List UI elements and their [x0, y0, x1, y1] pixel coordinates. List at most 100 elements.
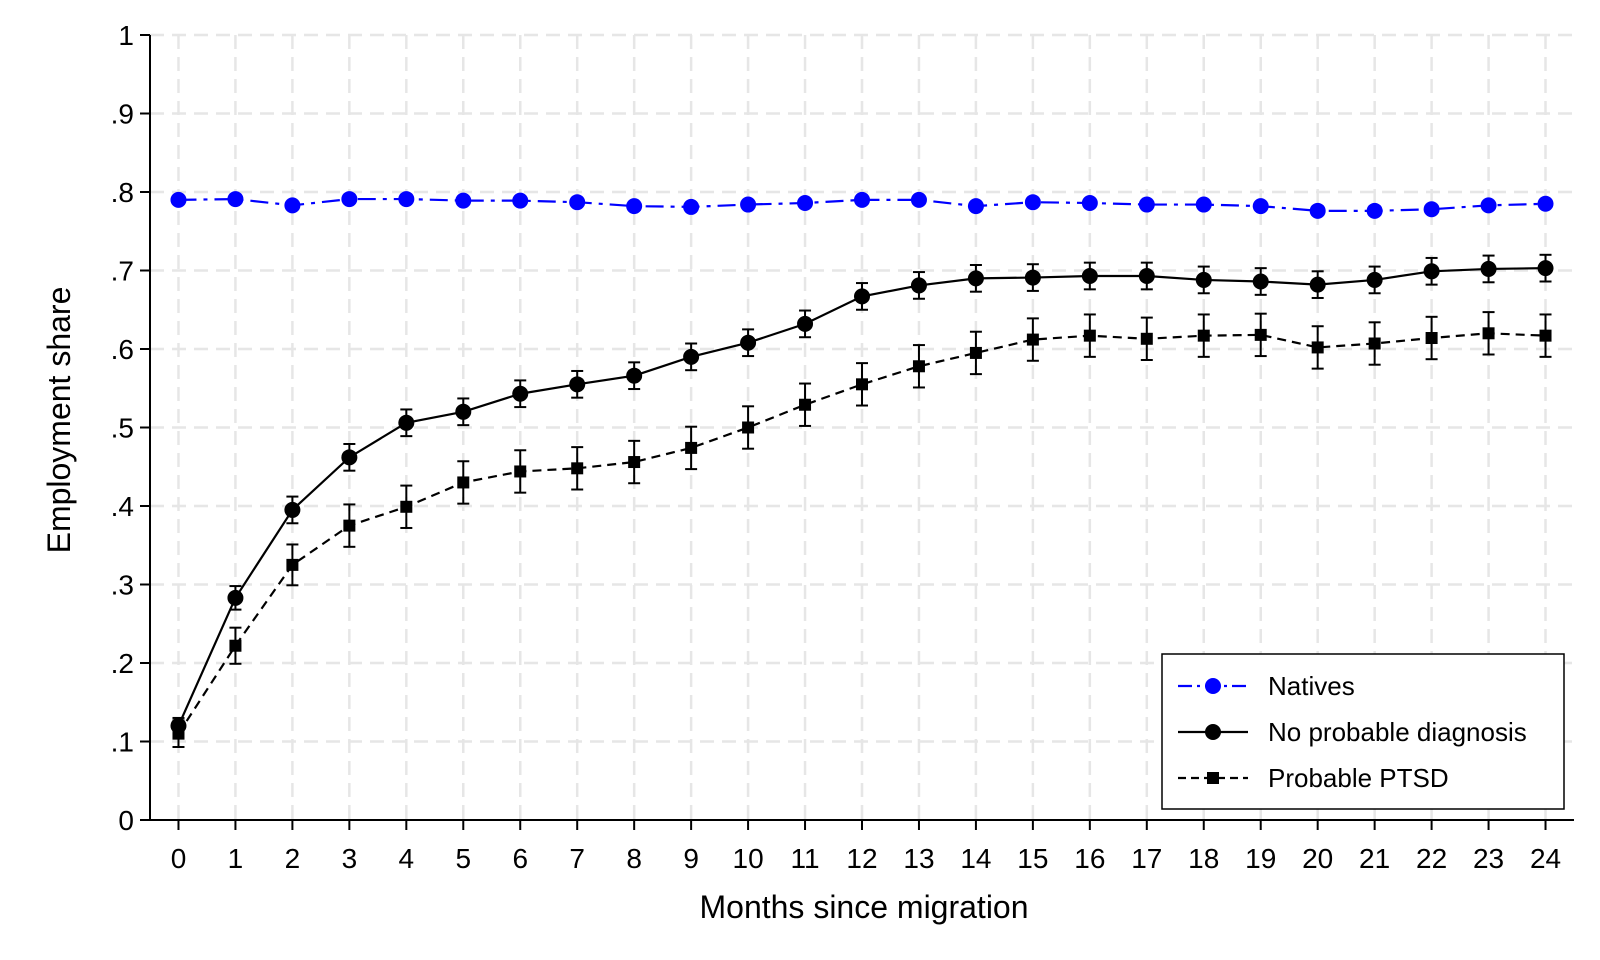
data-point — [341, 449, 358, 466]
x-tick-label: 14 — [960, 843, 991, 874]
data-point — [1368, 337, 1381, 350]
data-point — [856, 378, 868, 391]
data-point — [628, 456, 641, 469]
data-point — [341, 191, 358, 208]
data-point — [799, 398, 812, 411]
data-point — [170, 191, 187, 208]
data-point — [398, 414, 415, 431]
data-point — [1480, 197, 1497, 214]
x-tick-label: 15 — [1017, 843, 1048, 874]
data-point — [1366, 271, 1383, 288]
data-point — [1423, 263, 1440, 280]
y-tick-label: .8 — [111, 177, 134, 208]
x-tick-label: 3 — [342, 843, 358, 874]
data-point — [398, 191, 415, 208]
x-tick-label: 8 — [626, 843, 642, 874]
data-point — [1138, 196, 1155, 213]
y-tick-label: 1 — [118, 20, 134, 51]
x-tick-label: 11 — [791, 843, 820, 874]
data-point — [512, 192, 529, 209]
data-point — [1539, 329, 1552, 342]
data-point — [1252, 273, 1269, 290]
data-point — [1197, 329, 1210, 342]
x-tick-label: 22 — [1416, 843, 1447, 874]
x-tick-label: 4 — [399, 843, 415, 874]
data-point — [1480, 260, 1497, 277]
data-point — [1024, 194, 1041, 211]
legend-marker — [1207, 772, 1219, 784]
x-tick-label: 2 — [285, 843, 301, 874]
x-tick-label: 0 — [171, 843, 187, 874]
data-point — [1024, 269, 1041, 286]
series-natives — [170, 191, 1554, 219]
data-point — [457, 476, 470, 489]
data-point — [683, 348, 700, 365]
data-point — [1309, 276, 1326, 293]
data-point — [740, 196, 757, 213]
x-tick-label: 21 — [1359, 843, 1390, 874]
x-tick-label: 6 — [512, 843, 528, 874]
data-point — [455, 192, 472, 209]
x-tick-label: 9 — [683, 843, 699, 874]
y-tick-label: 0 — [118, 805, 134, 836]
x-tick-label: 13 — [903, 843, 934, 874]
data-point — [626, 198, 643, 215]
data-point — [967, 198, 984, 215]
data-point — [912, 360, 925, 373]
x-axis-title: Months since migration — [699, 889, 1028, 925]
data-point — [1081, 194, 1098, 211]
legend: Natives No probable diagnosis Probable PTS… — [1161, 653, 1565, 810]
x-tick-label: 17 — [1131, 843, 1162, 874]
x-tick-label: 20 — [1302, 843, 1333, 874]
x-tick-label: 10 — [733, 843, 764, 874]
y-axis-title: Employment share — [41, 287, 77, 554]
data-point — [683, 198, 700, 215]
data-point — [1140, 332, 1153, 345]
data-point — [1138, 267, 1155, 284]
data-point — [1026, 333, 1039, 346]
data-point — [455, 403, 472, 420]
data-point — [910, 191, 927, 208]
data-point — [969, 346, 982, 359]
legend-marker — [1205, 678, 1221, 694]
axes: 0.1.2.3.4.5.6.7.8.910 1 2 3 4 5 6 7 8 9 10 11 12 13 14… — [111, 20, 1574, 874]
data-point — [284, 501, 301, 518]
y-tick-label: .2 — [111, 648, 134, 679]
data-point — [227, 191, 244, 208]
legend-label: No probable diagnosis — [1268, 717, 1527, 747]
legend-marker — [1205, 724, 1221, 740]
y-tick-label: .6 — [111, 334, 134, 365]
x-tick-label: 1 — [228, 843, 244, 874]
data-point — [1195, 196, 1212, 213]
y-tick-label: .3 — [111, 570, 134, 601]
data-point — [967, 270, 984, 287]
data-point — [1537, 260, 1554, 277]
y-tick-label: .9 — [111, 99, 134, 130]
legend-label: Probable PTSD — [1268, 763, 1449, 793]
x-tick-label: 16 — [1074, 843, 1105, 874]
data-point — [512, 385, 529, 402]
data-point — [1425, 332, 1438, 345]
data-point — [571, 462, 584, 475]
data-point — [740, 334, 757, 351]
series-layer — [170, 191, 1554, 748]
data-point — [742, 421, 755, 434]
x-tick-label: 5 — [455, 843, 471, 874]
legend-label: Natives — [1268, 671, 1355, 701]
series-probable-ptsd — [172, 311, 1552, 748]
data-point — [1482, 327, 1495, 340]
x-tick-label: 23 — [1473, 843, 1504, 874]
data-point — [229, 639, 242, 652]
data-point — [1252, 198, 1269, 215]
y-tick-label: .7 — [111, 256, 134, 287]
data-point — [227, 589, 244, 606]
data-point — [1366, 202, 1383, 219]
x-tick-label: 7 — [569, 843, 585, 874]
data-point — [854, 191, 870, 208]
data-point — [1423, 201, 1440, 218]
y-tick-label: .1 — [111, 727, 134, 758]
series-no-probable-diagnosis — [170, 253, 1554, 735]
x-tick-label: 19 — [1245, 843, 1276, 874]
data-point — [569, 376, 586, 393]
